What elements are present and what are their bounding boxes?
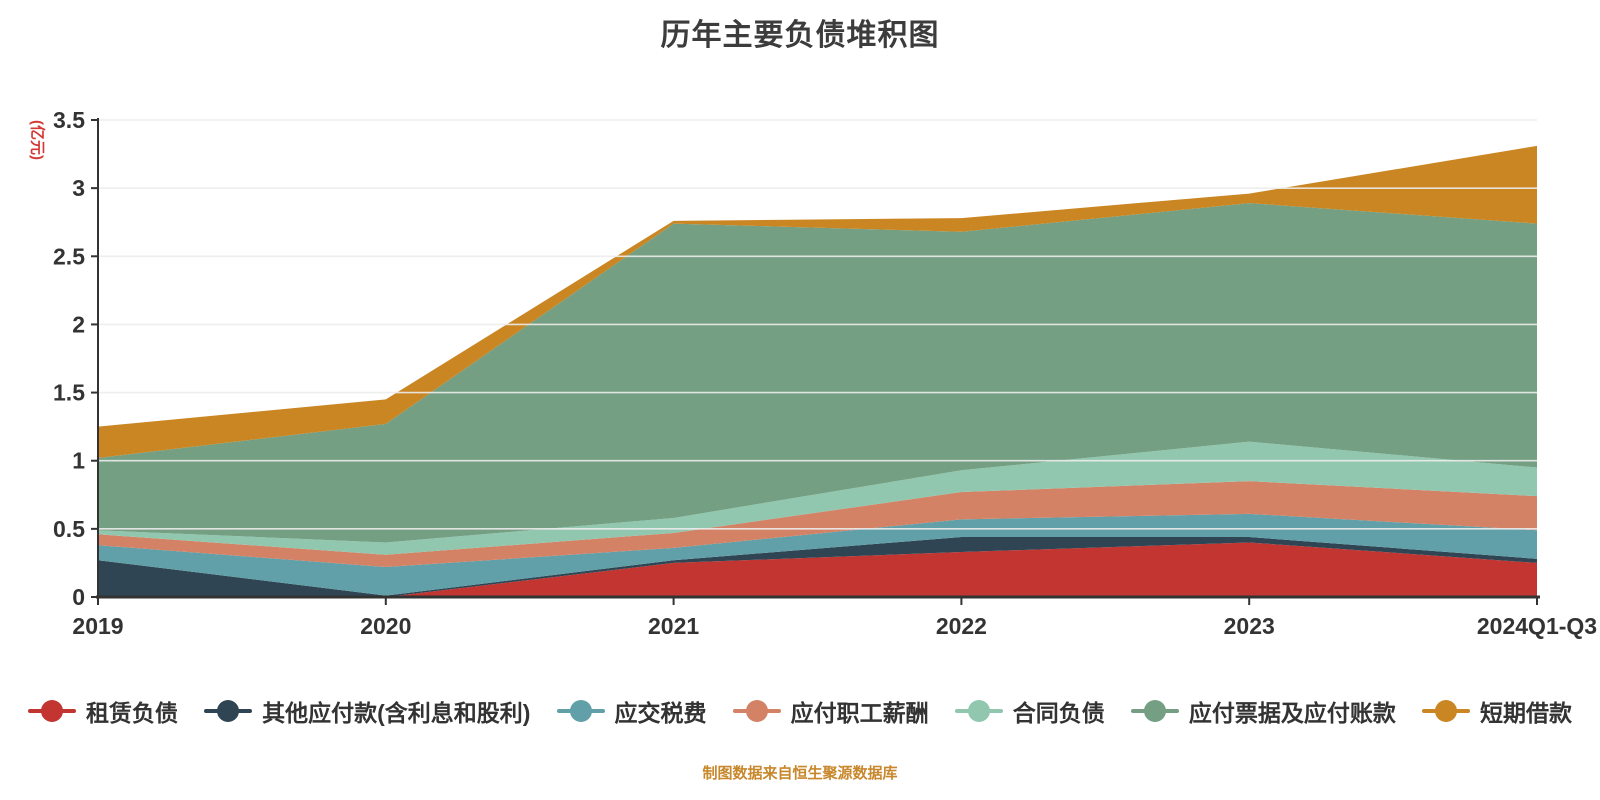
y-tick-label: 1 [72,448,85,474]
legend-label: 应交税费 [614,700,707,726]
legend-label: 应付职工薪酬 [790,700,929,726]
x-tick-label: 2022 [936,613,987,639]
legend-label: 其他应付款(含利息和股利) [262,700,531,726]
legend-line-dot-icon [732,699,781,723]
legend-label: 应付票据及应付账款 [1188,700,1396,726]
area-taxes-payable [98,513,1537,596]
area-short-term-borrowings [98,145,1537,458]
legend-item-contract-liabilities[interactable]: 合同负债 [954,694,1105,728]
area-notes-and-accounts-payable [98,203,1537,543]
area-lease-liabilities [98,542,1537,597]
legend-label: 合同负债 [1012,700,1105,726]
area-series-group [98,145,1537,597]
legend-line-dot-icon [28,699,76,723]
legend-item-other-payables[interactable]: 其他应付款(含利息和股利) [204,694,530,728]
x-tick-label: 2023 [1224,613,1275,639]
x-tick-label: 2019 [72,613,123,639]
area-payroll-payable [98,481,1537,568]
legend-label: 短期借款 [1479,700,1572,726]
legend-line-dot-icon [204,699,253,723]
legend-line-dot-icon [556,699,605,723]
y-tick-label: 0 [72,584,85,610]
x-tick-label: 2024Q1-Q3 [1477,613,1597,639]
source-note: 制图数据来自恒生聚源数据库 [702,765,898,782]
y-tick-label: 0.5 [53,516,85,542]
legend-item-taxes-payable[interactable]: 应交税费 [556,694,707,728]
legend-item-notes-and-accounts-payable[interactable]: 应付票据及应付账款 [1130,694,1396,728]
legend: 租赁负债 其他应付款(含利息和股利) 应交税费 应付职工薪酬 合同负债 应付票据及应付账款… [0,694,1600,728]
x-tick-labels: 2019 2020 2021 2022 2023 2024Q1-Q3 [72,613,1597,639]
x-tick-label: 2020 [360,613,411,639]
legend-label: 租赁负债 [86,700,178,726]
y-tick-labels: 0 0.5 1 1.5 2 2.5 3 3.5 [53,107,85,610]
y-tick-label: 2.5 [53,243,85,269]
y-tick-label: 2 [72,311,85,337]
chart-title: 历年主要负债堆积图 [660,19,940,52]
area-contract-liabilities [98,441,1537,555]
y-tick-label: 3 [72,175,85,201]
axes-group [91,118,1540,605]
legend-item-payroll-payable[interactable]: 应付职工薪酬 [732,694,929,728]
legend-line-dot-icon [1130,699,1179,723]
gridlines-group [98,119,1537,530]
area-other-payables [98,537,1537,597]
legend-line-dot-icon [1421,699,1470,723]
y-tick-label: 1.5 [53,380,85,406]
x-tick-label: 2021 [648,613,699,639]
legend-item-short-term-borrowings[interactable]: 短期借款 [1421,694,1572,728]
y-tick-label: 3.5 [53,107,85,133]
legend-line-dot-icon [954,699,1003,723]
legend-item-lease-liabilities[interactable]: 租赁负债 [28,694,178,728]
